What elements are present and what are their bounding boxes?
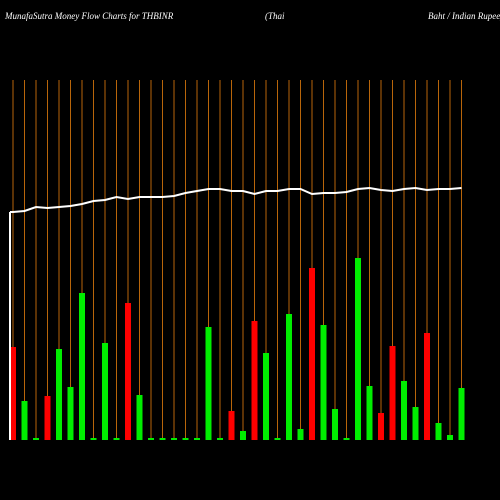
bar — [217, 438, 223, 440]
bar — [309, 268, 315, 440]
bar — [79, 293, 85, 440]
bar — [67, 387, 74, 440]
bar — [194, 438, 200, 440]
bar — [274, 438, 281, 440]
bar — [263, 353, 269, 440]
bar — [366, 386, 373, 440]
bar — [148, 438, 154, 440]
bar — [355, 258, 361, 440]
bar — [320, 325, 327, 440]
bar — [159, 438, 166, 440]
chart-title: MunafaSutra Money Flow Charts for THBINR — [4, 11, 174, 21]
bar — [389, 346, 396, 440]
money-flow-line — [10, 186, 462, 213]
bar — [447, 435, 453, 440]
bar — [44, 396, 51, 440]
bar — [205, 327, 212, 440]
bar — [10, 347, 16, 440]
bar — [56, 349, 62, 440]
bar — [240, 431, 246, 440]
bar — [412, 407, 419, 440]
bar — [90, 438, 97, 440]
bar — [113, 438, 120, 440]
bar — [286, 314, 292, 440]
bar — [21, 401, 28, 440]
chart-subtitle: Baht / Indian Rupee) — [428, 11, 500, 21]
bar — [251, 321, 258, 440]
bar — [435, 423, 442, 440]
bar — [136, 395, 143, 440]
bar — [171, 438, 177, 440]
bar — [297, 429, 304, 440]
bar — [401, 381, 407, 440]
bar — [424, 333, 430, 440]
bar — [33, 438, 39, 440]
bar — [228, 411, 235, 440]
bar — [125, 303, 131, 440]
bar — [378, 413, 384, 440]
bar — [458, 388, 465, 440]
bar — [343, 438, 350, 440]
bar — [332, 409, 338, 440]
chart-subtitle: (Thai — [265, 11, 285, 21]
bar — [182, 438, 189, 440]
bar — [102, 343, 108, 440]
